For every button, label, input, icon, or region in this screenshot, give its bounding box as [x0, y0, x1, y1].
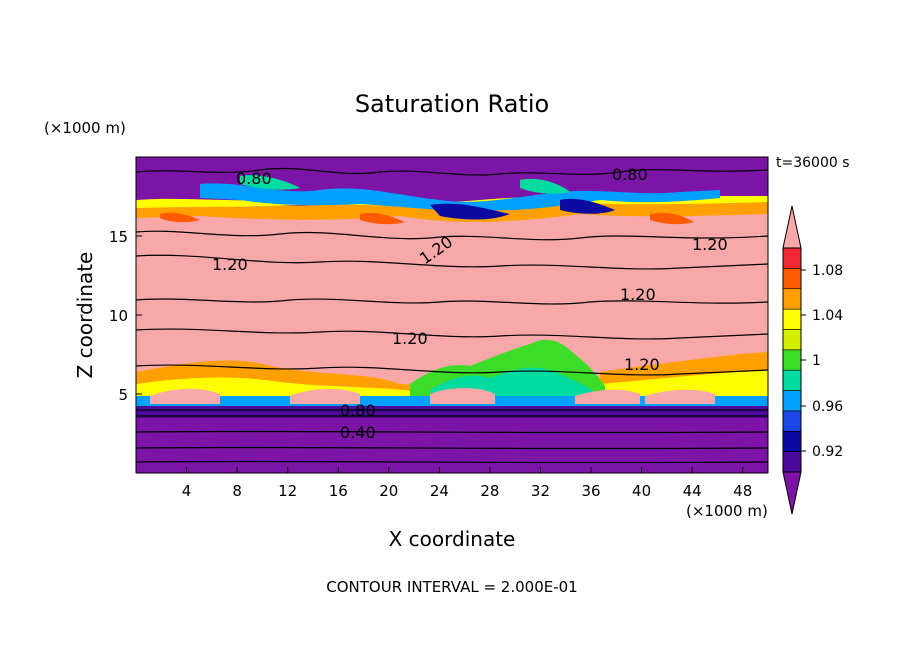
colorbar-under-triangle [782, 471, 802, 515]
contour-lines [136, 167, 768, 464]
contour-label: 1.20 [624, 355, 660, 374]
lower-dry-region [136, 418, 768, 473]
upper-transition-darkblue [430, 198, 615, 220]
x-tick-label: 36 [581, 482, 600, 500]
colorbar-swatch [782, 288, 802, 310]
colorbar-swatch [782, 349, 802, 371]
x-tick-label: 40 [632, 482, 651, 500]
x-tick-label: 8 [232, 482, 242, 500]
y-axis: 5 10 15 [109, 228, 142, 404]
x-axis: 4 8 12 16 20 24 28 32 36 40 44 48 [182, 467, 752, 500]
supersaturated-region [136, 206, 768, 411]
x-tick-label: 32 [531, 482, 550, 500]
upper-transition-green [240, 175, 570, 194]
x-tick-label: 20 [379, 482, 398, 500]
y-tick-label: 10 [109, 307, 128, 325]
colorbar-over-triangle [782, 205, 802, 249]
x-tick-label: 4 [182, 482, 192, 500]
colorbar-tick-label: 1.04 [812, 308, 843, 324]
colorbar-swatch [782, 390, 802, 412]
colorbar-swatch [782, 268, 802, 290]
colorbar: 1.08 1.04 1 0.96 0.92 [782, 205, 843, 515]
colorbar-swatch [782, 430, 802, 452]
colorbar-tick-label: 1.08 [812, 263, 843, 279]
x-tick-label: 44 [683, 482, 702, 500]
x-units-label: (×1000 m) [686, 502, 768, 520]
colorbar-tick-label: 1 [812, 353, 821, 369]
y-tick-label: 5 [118, 386, 128, 404]
contour-label: 0.40 [340, 423, 376, 442]
chart-title: Saturation Ratio [355, 90, 549, 118]
contour-label: 1.20 [692, 235, 728, 254]
colorbar-swatch [782, 247, 802, 269]
time-label: t=36000 s [776, 155, 850, 171]
x-tick-label: 12 [278, 482, 297, 500]
upper-transition-blue [200, 183, 720, 211]
colorbar-tick-label: 0.96 [812, 399, 843, 415]
colorbar-swatch [782, 329, 802, 351]
contour-label: 0.80 [236, 169, 272, 188]
plot-area: 0.80 0.80 1.20 1.20 1.20 1.20 1.20 1.20 … [136, 157, 768, 473]
contour-interval-label: CONTOUR INTERVAL = 2.000E-01 [326, 578, 577, 596]
x-tick-label: 28 [480, 482, 499, 500]
contour-label: 0.80 [340, 401, 376, 420]
colorbar-swatch [782, 410, 802, 432]
y-tick-label: 15 [109, 228, 128, 246]
y-axis-label: Z coordinate [73, 252, 97, 379]
contour-label: 1.20 [212, 255, 248, 274]
x-axis-label: X coordinate [389, 527, 516, 551]
x-tick-label: 48 [733, 482, 752, 500]
contour-label: 1.20 [392, 329, 428, 348]
colorbar-swatch [782, 369, 802, 391]
x-tick-label: 24 [430, 482, 449, 500]
colorbar-swatch [782, 308, 802, 330]
lower-pink-lenses [150, 388, 715, 404]
lower-dry-darkband [136, 406, 768, 420]
colorbar-tick-label: 0.92 [812, 444, 843, 460]
contour-label: 1.20 [620, 285, 656, 304]
x-tick-label: 16 [329, 482, 348, 500]
colorbar-swatch [782, 451, 802, 473]
contour-label: 0.80 [612, 165, 648, 184]
y-units-label: (×1000 m) [44, 119, 126, 137]
